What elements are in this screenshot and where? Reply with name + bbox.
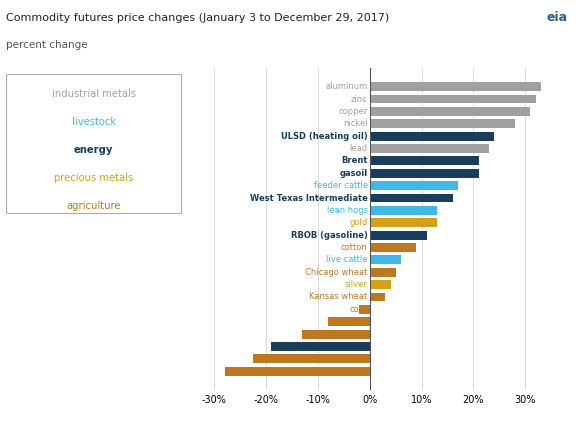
Text: nickel: nickel bbox=[343, 119, 367, 128]
Bar bbox=[370, 181, 458, 190]
Text: corn: corn bbox=[349, 305, 367, 314]
Bar bbox=[370, 280, 391, 289]
Text: industrial metals: industrial metals bbox=[51, 89, 136, 99]
Text: Brent: Brent bbox=[341, 157, 367, 165]
Bar bbox=[370, 169, 479, 178]
Text: soybean: soybean bbox=[332, 317, 367, 326]
Text: feeder cattle: feeder cattle bbox=[313, 181, 367, 190]
Bar bbox=[302, 330, 370, 338]
Text: aluminum: aluminum bbox=[325, 82, 367, 91]
Bar bbox=[370, 243, 416, 252]
Text: livestock: livestock bbox=[71, 116, 116, 127]
Bar bbox=[271, 342, 370, 351]
Bar bbox=[370, 132, 494, 141]
Text: natural gas: natural gas bbox=[314, 342, 367, 351]
Text: zinc: zinc bbox=[351, 95, 367, 103]
Bar bbox=[370, 194, 453, 203]
Bar bbox=[253, 354, 370, 363]
Text: cotton: cotton bbox=[341, 243, 367, 252]
Bar bbox=[370, 95, 536, 103]
Text: lean hogs: lean hogs bbox=[327, 206, 367, 215]
Bar bbox=[370, 107, 530, 116]
Text: RBOB (gasoline): RBOB (gasoline) bbox=[291, 230, 367, 240]
Bar bbox=[370, 82, 541, 91]
Bar bbox=[359, 305, 370, 314]
Bar bbox=[370, 292, 385, 301]
Text: ULSD (heating oil): ULSD (heating oil) bbox=[281, 132, 367, 141]
Bar bbox=[370, 268, 396, 277]
Text: sugar: sugar bbox=[344, 367, 367, 376]
Text: Commodity futures price changes (January 3 to December 29, 2017): Commodity futures price changes (January… bbox=[6, 13, 389, 23]
Text: agriculture: agriculture bbox=[66, 200, 121, 211]
Text: gasoil: gasoil bbox=[339, 169, 367, 178]
Bar bbox=[370, 231, 427, 240]
Text: silver: silver bbox=[345, 280, 367, 289]
Bar bbox=[225, 367, 370, 376]
Text: gold: gold bbox=[350, 218, 367, 227]
Text: Kansas wheat: Kansas wheat bbox=[309, 292, 367, 301]
Text: copper: copper bbox=[339, 107, 367, 116]
Text: eia: eia bbox=[546, 11, 567, 24]
Text: West Texas Intermediate: West Texas Intermediate bbox=[250, 194, 367, 203]
Text: coffee: coffee bbox=[342, 330, 367, 338]
Text: Chicago wheat: Chicago wheat bbox=[305, 268, 367, 277]
Bar bbox=[370, 218, 437, 227]
Bar bbox=[370, 144, 489, 153]
Text: lead: lead bbox=[350, 144, 367, 153]
Bar bbox=[370, 157, 479, 165]
Text: live cattle: live cattle bbox=[326, 255, 367, 264]
Bar bbox=[328, 317, 370, 326]
Bar bbox=[370, 206, 437, 215]
Text: energy: energy bbox=[74, 145, 113, 154]
Text: percent change: percent change bbox=[6, 40, 88, 50]
Bar bbox=[370, 255, 401, 264]
Bar bbox=[370, 119, 515, 128]
Text: precious metals: precious metals bbox=[54, 173, 133, 183]
Text: cocoa: cocoa bbox=[343, 354, 367, 363]
